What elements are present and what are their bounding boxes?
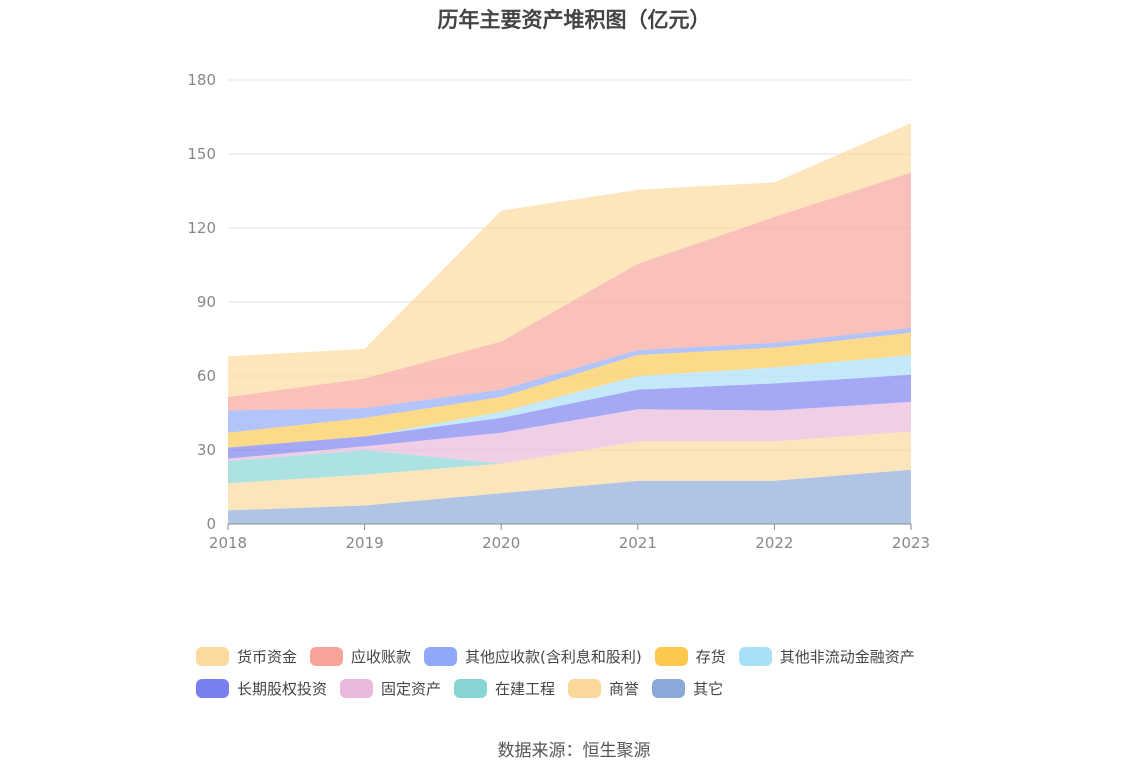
area-series-6 bbox=[228, 332, 911, 448]
area-series-8 bbox=[228, 172, 911, 411]
legend-swatch bbox=[454, 678, 488, 698]
x-tick-label: 2023 bbox=[892, 534, 930, 552]
legend-swatch bbox=[196, 678, 229, 698]
legend-label: 存货 bbox=[695, 647, 726, 666]
legend-row-1: 货币资金 应收账款 其他应收款(含利息和股利) 存货 其他非流动金融资产 bbox=[196, 640, 976, 672]
legend-item[interactable]: 商誉 bbox=[568, 678, 639, 699]
legend-label: 货币资金 bbox=[237, 647, 298, 666]
legend-label: 其他应收款(含利息和股利) bbox=[465, 647, 642, 666]
legend-item[interactable]: 其它 bbox=[652, 678, 723, 699]
x-tick-label: 2020 bbox=[482, 534, 520, 552]
legend-swatch bbox=[196, 646, 229, 666]
x-tick-label: 2021 bbox=[619, 534, 657, 552]
legend-item[interactable]: 在建工程 bbox=[454, 678, 555, 699]
legend-item[interactable]: 其他应收款(含利息和股利) bbox=[424, 646, 642, 667]
legend-label: 长期股权投资 bbox=[237, 679, 328, 698]
source-note: 数据来源：恒生聚源 bbox=[497, 741, 651, 761]
area-series-3 bbox=[228, 401, 911, 464]
y-tick-label: 0 bbox=[206, 515, 216, 533]
area-series-1 bbox=[228, 431, 911, 511]
y-tick-label: 180 bbox=[187, 71, 216, 89]
legend-label: 商誉 bbox=[609, 679, 640, 698]
x-tick-label: 2019 bbox=[346, 534, 384, 552]
area-series-4 bbox=[228, 374, 911, 459]
y-tick-label: 30 bbox=[197, 441, 216, 459]
legend-label: 其它 bbox=[693, 679, 724, 698]
legend-item[interactable]: 其他非流动金融资产 bbox=[738, 646, 915, 667]
legend: 货币资金 应收账款 其他应收款(含利息和股利) 存货 其他非流动金融资产 长期股权投资 固… bbox=[196, 640, 976, 704]
x-tick-label: 2022 bbox=[755, 534, 793, 552]
area-series bbox=[228, 123, 911, 524]
legend-item[interactable]: 固定资产 bbox=[340, 678, 441, 699]
legend-swatch bbox=[340, 678, 374, 698]
legend-item[interactable]: 长期股权投资 bbox=[196, 678, 327, 699]
legend-swatch bbox=[568, 678, 602, 698]
x-tick-label: 2018 bbox=[209, 534, 247, 552]
legend-swatch bbox=[654, 646, 688, 666]
legend-label: 应收账款 bbox=[351, 647, 412, 666]
legend-label: 其他非流动金融资产 bbox=[779, 647, 915, 666]
y-tick-label: 60 bbox=[197, 367, 216, 385]
y-tick-label: 120 bbox=[187, 219, 216, 237]
legend-item[interactable]: 应收账款 bbox=[310, 646, 411, 667]
area-series-7 bbox=[228, 327, 911, 433]
legend-swatch bbox=[738, 646, 772, 666]
area-series-9 bbox=[228, 123, 911, 397]
legend-label: 在建工程 bbox=[495, 679, 556, 698]
area-series-5 bbox=[228, 355, 911, 448]
legend-swatch bbox=[310, 646, 344, 666]
y-tick-label: 90 bbox=[197, 293, 216, 311]
legend-row-2: 长期股权投资 固定资产 在建工程 商誉 其它 bbox=[196, 672, 976, 704]
area-series-2 bbox=[228, 431, 911, 484]
legend-item[interactable]: 存货 bbox=[654, 646, 726, 667]
area-series-0 bbox=[228, 469, 911, 524]
y-tick-label: 150 bbox=[187, 145, 216, 163]
chart-title: 历年主要资产堆积图（亿元） bbox=[437, 8, 711, 32]
legend-label: 固定资产 bbox=[381, 679, 442, 698]
legend-item[interactable]: 货币资金 bbox=[196, 646, 297, 667]
legend-swatch bbox=[424, 646, 458, 666]
axes: 0 30 60 90 120 150 180 2018 2019 2020 2021 2022 2023 bbox=[187, 71, 930, 552]
legend-swatch bbox=[652, 678, 686, 698]
